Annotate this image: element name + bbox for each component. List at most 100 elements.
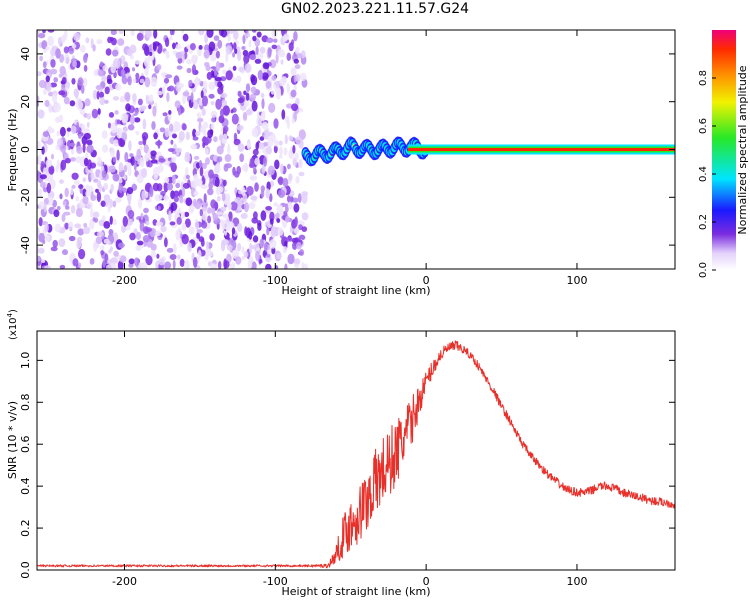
noise-blob (281, 76, 288, 84)
noise-blob (71, 172, 79, 180)
noise-blob (265, 263, 272, 269)
noise-blob (285, 215, 290, 223)
noise-blob (184, 218, 191, 228)
colorbar-gradient (712, 30, 736, 270)
noise-blob (255, 142, 259, 151)
noise-blob (282, 177, 289, 187)
noise-blob (208, 251, 213, 257)
noise-blob (166, 86, 172, 92)
noise-blob (75, 195, 79, 202)
noise-blob (49, 82, 58, 88)
noise-blob (293, 31, 298, 42)
noise-blob (123, 165, 128, 173)
noise-blob (128, 258, 135, 265)
noise-blob (112, 200, 117, 208)
noise-blob (226, 244, 233, 251)
noise-blob (45, 159, 53, 168)
noise-blob (257, 69, 263, 81)
noise-blob (117, 38, 125, 46)
noise-blob (139, 78, 145, 84)
noise-blob (172, 243, 177, 254)
noise-blob (145, 94, 150, 105)
noise-blob (299, 72, 307, 82)
noise-blob (284, 263, 288, 269)
noise-blob (136, 240, 144, 246)
noise-blob (83, 53, 87, 61)
noise-blob (287, 201, 293, 210)
noise-blob (163, 194, 170, 201)
noise-blob (95, 85, 103, 90)
noise-blob (116, 149, 120, 161)
noise-blob (173, 121, 180, 131)
noise-blob (241, 46, 246, 50)
noise-blob (223, 163, 229, 172)
noise-blob (259, 136, 265, 141)
noise-blob (260, 190, 265, 198)
noise-blob (83, 132, 92, 140)
noise-blob (138, 198, 143, 210)
noise-blob (101, 75, 107, 82)
noise-blob (43, 202, 47, 213)
noise-blob (204, 44, 210, 52)
noise-blob (71, 78, 76, 85)
noise-blob (252, 148, 259, 156)
noise-blob (237, 223, 243, 232)
noise-blob (275, 53, 279, 64)
noise-blob (85, 37, 90, 44)
noise-blob (241, 255, 246, 260)
noise-blob (118, 183, 124, 194)
noise-blob (134, 60, 141, 65)
noise-blob (225, 70, 233, 81)
noise-blob (150, 159, 158, 164)
noise-blob (139, 145, 143, 151)
noise-blob (121, 224, 126, 233)
noise-blob (198, 30, 205, 36)
noise-blob (153, 166, 160, 178)
top-x-tick-label: -100 (263, 274, 288, 287)
noise-blob (62, 249, 68, 256)
noise-blob (274, 159, 280, 170)
noise-blob (144, 191, 149, 199)
noise-blob (140, 105, 147, 110)
noise-blob (99, 61, 104, 68)
noise-blob (117, 190, 124, 198)
noise-blob (78, 184, 84, 189)
noise-blob (227, 202, 232, 210)
noise-blob (243, 251, 249, 258)
noise-blob (199, 160, 202, 168)
noise-blob (77, 77, 84, 86)
noise-blob (55, 165, 59, 173)
noise-blob (230, 262, 236, 269)
noise-blob (283, 147, 288, 156)
noise-blob (292, 241, 298, 250)
noise-blob (205, 148, 209, 155)
noise-blob (282, 246, 288, 254)
noise-blob (103, 194, 111, 201)
colorbar-label: Normalized spectral amplitude (736, 65, 749, 234)
noise-blob (200, 184, 208, 189)
noise-blob (269, 211, 275, 222)
noise-blob (284, 134, 288, 145)
noise-blob (206, 241, 210, 250)
colorbar-ticks: 0.0 0.2 0.4 0.6 0.8 (698, 70, 716, 278)
noise-blob (73, 180, 80, 185)
noise-blob (129, 55, 134, 60)
noise-blob (168, 210, 172, 222)
noise-blob (78, 133, 82, 139)
noise-blob (182, 91, 190, 97)
noise-blob (80, 84, 85, 94)
noise-blob (241, 186, 246, 197)
noise-blob (207, 207, 212, 214)
noise-blob (126, 187, 134, 195)
noise-blob (169, 162, 177, 168)
noise-blob (51, 93, 58, 103)
noise-blob (105, 48, 112, 56)
noise-blob (293, 84, 297, 91)
noise-blob (168, 148, 175, 152)
noise-blob (68, 235, 76, 242)
noise-blob (61, 77, 67, 85)
bottom-x-tick-label: -200 (112, 575, 137, 588)
noise-blob (249, 242, 253, 254)
bottom-plot-frame (36, 330, 676, 571)
